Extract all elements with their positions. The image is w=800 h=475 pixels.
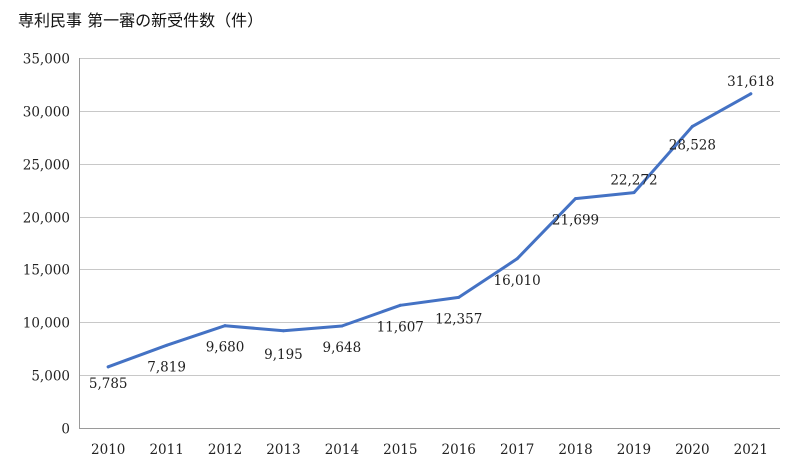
- data-point: [574, 197, 578, 201]
- data-point: [223, 324, 227, 328]
- data-point: [281, 329, 285, 333]
- data-point: [106, 365, 110, 369]
- x-tick-label: 2010: [91, 442, 125, 458]
- y-tick-label: 15,000: [23, 263, 70, 279]
- data-point: [398, 303, 402, 307]
- data-label: 9,648: [323, 340, 362, 356]
- data-point: [457, 295, 461, 299]
- data-label: 22,272: [610, 173, 657, 189]
- data-label: 11,607: [377, 319, 424, 335]
- data-point: [515, 257, 519, 261]
- data-point: [340, 324, 344, 328]
- data-label: 5,785: [89, 376, 128, 392]
- y-tick-label: 0: [61, 422, 70, 438]
- data-label: 7,819: [147, 359, 186, 375]
- x-tick-label: 2019: [617, 442, 651, 458]
- data-label: 9,680: [206, 340, 245, 356]
- x-tick-label: 2018: [558, 442, 592, 458]
- axes: [79, 58, 780, 429]
- x-tick-label: 2013: [266, 442, 300, 458]
- x-tick-label: 2015: [383, 442, 417, 458]
- data-point: [165, 343, 169, 347]
- y-tick-label: 25,000: [23, 158, 70, 174]
- data-point: [749, 92, 753, 96]
- y-tick-label: 30,000: [23, 105, 70, 121]
- grid-lines: [79, 58, 780, 376]
- y-tick-label: 10,000: [23, 316, 70, 332]
- data-label: 31,618: [727, 74, 774, 90]
- x-tick-label: 2014: [325, 442, 359, 458]
- x-tick-label: 2011: [149, 442, 183, 458]
- data-point: [632, 191, 636, 195]
- data-label: 9,195: [264, 347, 303, 363]
- y-tick-label: 20,000: [23, 211, 70, 227]
- data-label: 21,699: [552, 213, 599, 229]
- y-axis-ticks: 0 5,000 10,000 15,000 20,000 25,000 30,000 35,0…: [23, 52, 70, 438]
- x-tick-label: 2016: [442, 442, 476, 458]
- data-labels: 5,785 7,819 9,680 9,195 9,648 11,607 12,357 16,…: [89, 74, 775, 392]
- x-axis-ticks: 2010 2011 2012 2013 2014 2015 2016 2017 2018 2019…: [91, 442, 768, 458]
- data-label: 28,528: [669, 137, 716, 153]
- x-tick-label: 2012: [208, 442, 242, 458]
- data-point: [690, 124, 694, 128]
- series-layer: [106, 92, 753, 369]
- y-tick-label: 5,000: [31, 369, 70, 385]
- y-tick-label: 35,000: [23, 52, 70, 68]
- x-tick-label: 2017: [500, 442, 534, 458]
- x-tick-label: 2020: [675, 442, 709, 458]
- data-label: 12,357: [435, 311, 482, 327]
- series-line: [106, 92, 753, 369]
- chart-title: 専利民事 第一審の新受件数（件）: [18, 11, 264, 30]
- data-label: 16,010: [494, 273, 541, 289]
- x-tick-label: 2021: [734, 442, 768, 458]
